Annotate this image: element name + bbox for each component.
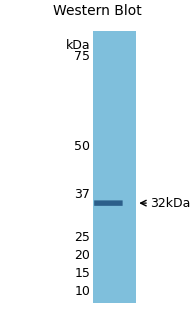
Text: 37: 37 xyxy=(74,188,90,201)
Text: 25: 25 xyxy=(74,231,90,244)
Text: 75: 75 xyxy=(74,50,90,63)
Text: 20: 20 xyxy=(74,249,90,262)
Text: 15: 15 xyxy=(74,267,90,280)
Text: 32kDa: 32kDa xyxy=(150,197,190,210)
Text: Western Blot: Western Blot xyxy=(53,4,142,18)
Text: 50: 50 xyxy=(74,140,90,154)
Text: kDa: kDa xyxy=(66,39,90,52)
FancyBboxPatch shape xyxy=(94,201,123,206)
Text: 10: 10 xyxy=(74,286,90,298)
Bar xyxy=(93,31,136,303)
